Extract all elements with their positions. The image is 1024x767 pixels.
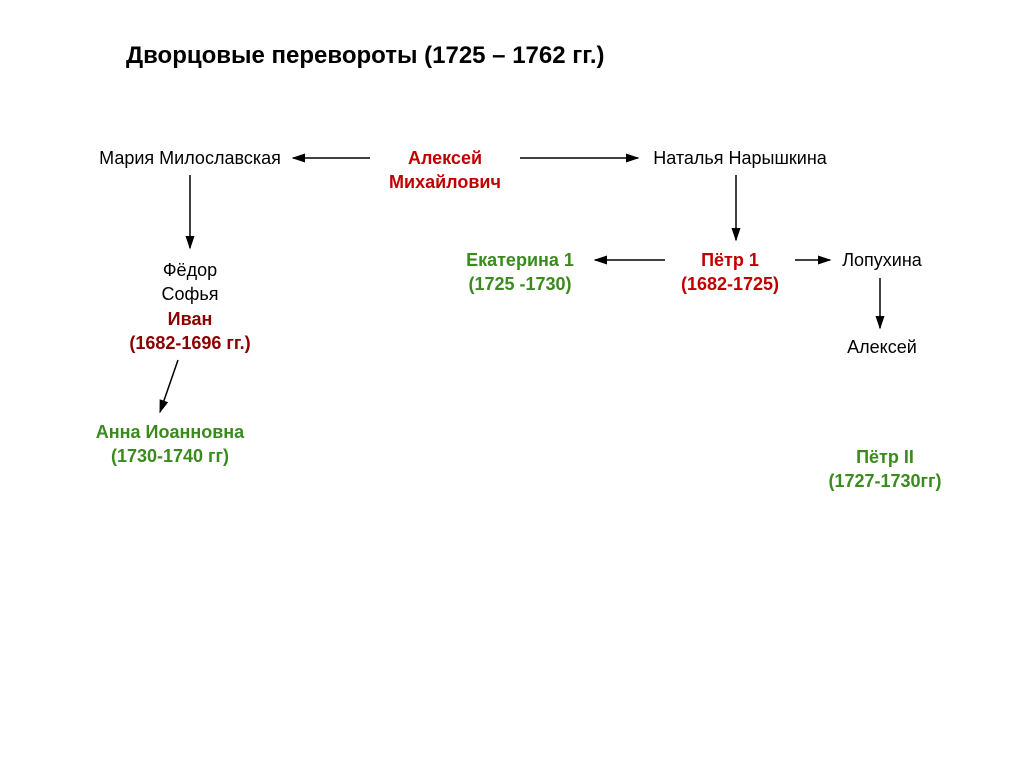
node-alexei_m-line: Алексей [370,146,520,170]
node-lopukhina-line: Лопухина [832,248,932,272]
node-maria-line: Мария Милославская [90,146,290,170]
node-alexei_m: АлексейМихайлович [370,146,520,195]
node-alexei_p: Алексей [832,335,932,359]
node-ekaterina: Екатерина 1(1725 -1730) [450,248,590,297]
node-petr1: Пётр 1(1682-1725) [665,248,795,297]
node-ivan-line: (1682-1696 гг.) [110,331,270,355]
node-petr1-line: (1682-1725) [665,272,795,296]
node-alexei_m-line: Михайлович [370,170,520,194]
node-natalya-line: Наталья Нарышкина [640,146,840,170]
node-fedor_group-line: Фёдор [120,258,260,282]
node-anna-line: (1730-1740 гг) [75,444,265,468]
node-fedor_group: ФёдорСофья [120,258,260,307]
node-natalya: Наталья Нарышкина [640,146,840,170]
node-lopukhina: Лопухина [832,248,932,272]
node-ekaterina-line: (1725 -1730) [450,272,590,296]
arrows-layer [0,0,1024,767]
node-petr1-line: Пётр 1 [665,248,795,272]
node-maria: Мария Милославская [90,146,290,170]
node-ivan: Иван(1682-1696 гг.) [110,307,270,356]
node-anna-line: Анна Иоанновна [75,420,265,444]
node-petr2: Пётр II(1727-1730гг) [810,445,960,494]
node-petr2-line: Пётр II [810,445,960,469]
node-anna: Анна Иоанновна(1730-1740 гг) [75,420,265,469]
arrow-7 [160,360,178,412]
node-fedor_group-line: Софья [120,282,260,306]
node-ivan-line: Иван [110,307,270,331]
node-petr2-line: (1727-1730гг) [810,469,960,493]
node-alexei_p-line: Алексей [832,335,932,359]
node-ekaterina-line: Екатерина 1 [450,248,590,272]
page-title: Дворцовые перевороты (1725 – 1762 гг.) [126,42,605,70]
